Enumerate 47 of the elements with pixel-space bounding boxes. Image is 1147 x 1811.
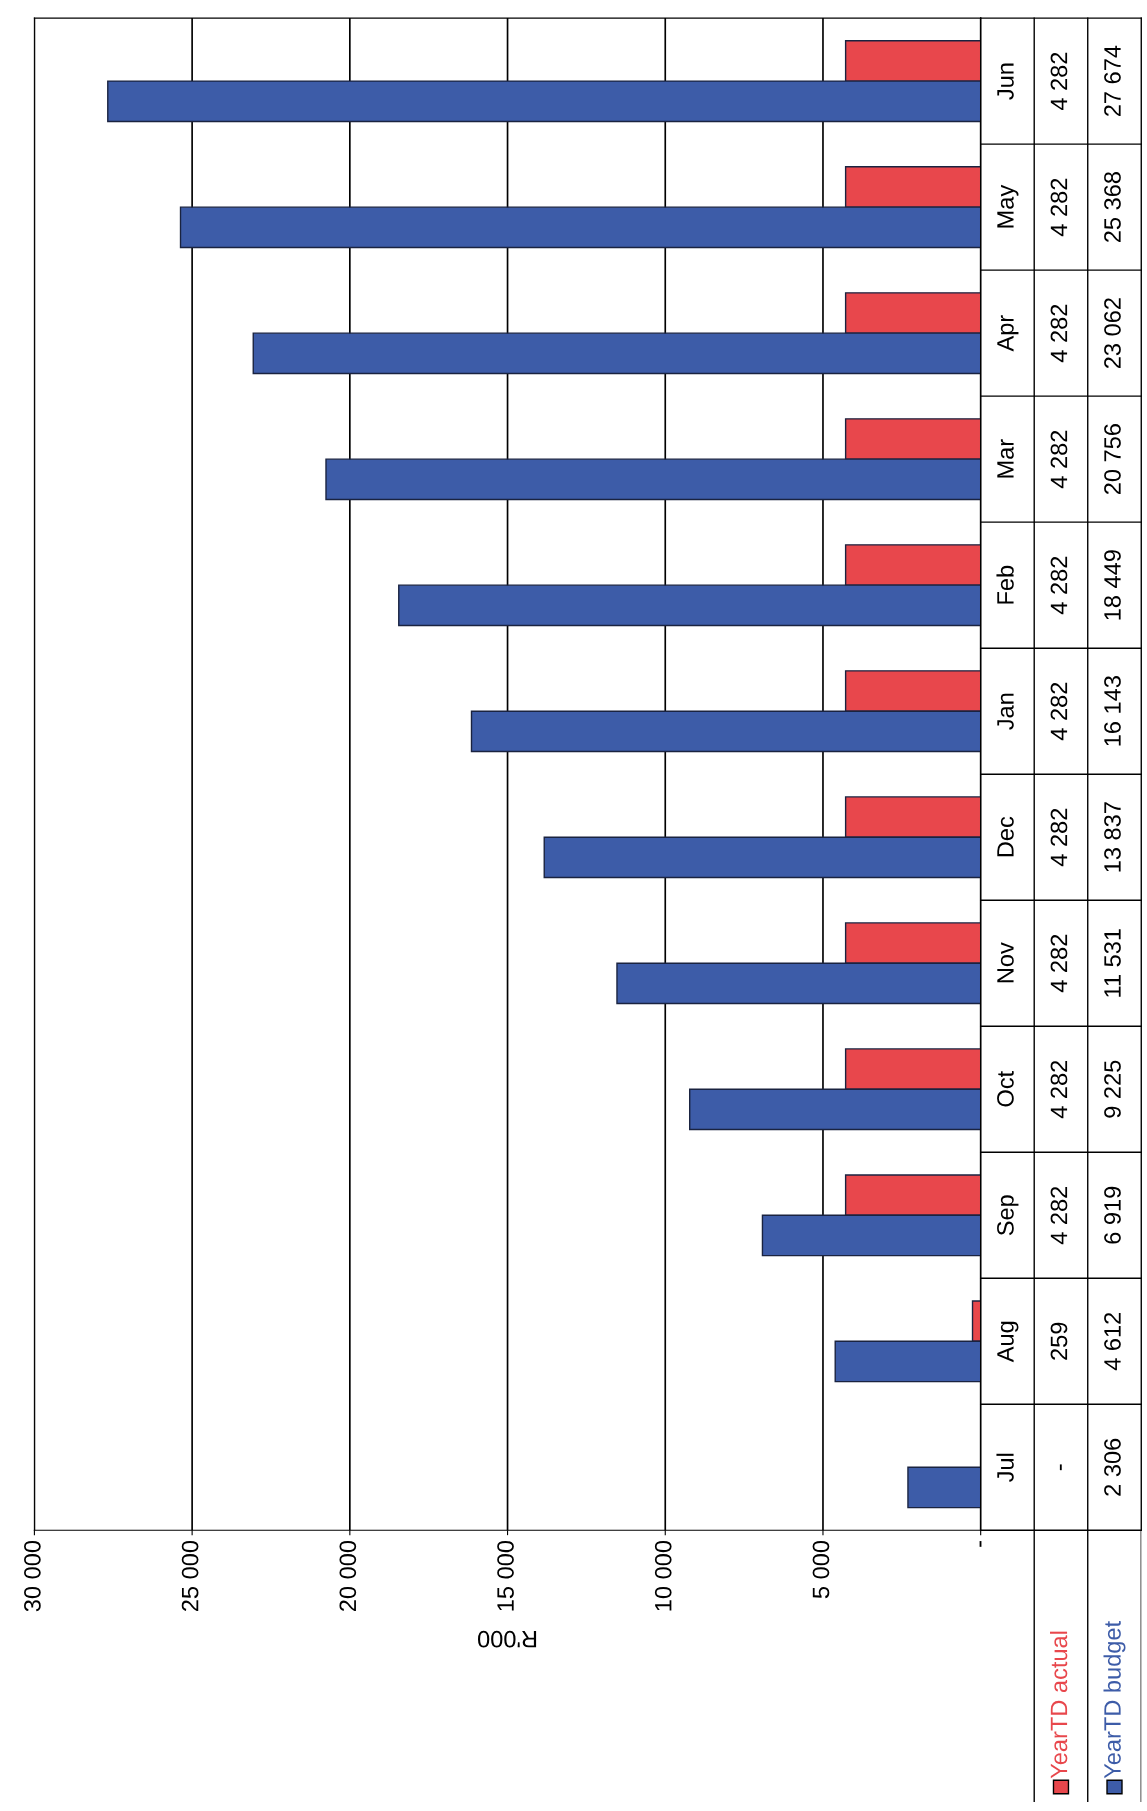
data-label: 4 282 <box>1050 808 1068 867</box>
data-label: 20 756 <box>1104 424 1121 495</box>
x-tick-label: 20 000 <box>339 1540 357 1612</box>
data-label: 27 674 <box>1104 45 1121 117</box>
x-tick-label: 10 000 <box>654 1540 672 1611</box>
bar <box>907 1466 981 1509</box>
data-label: 4 282 <box>1050 934 1068 993</box>
x-axis-title: R'000 <box>477 1630 537 1648</box>
y-tick-label: Dec <box>997 816 1014 857</box>
data-label: 2 306 <box>1104 1438 1121 1496</box>
x-tick-label: 30 000 <box>24 1540 41 1612</box>
text: YearTD actual <box>1049 1631 1068 1779</box>
data-label: 18 449 <box>1104 550 1121 620</box>
data-label: - <box>1059 1464 1062 1471</box>
y-tick-label: Apr <box>997 315 1019 352</box>
y-tick-label: May <box>997 184 1019 228</box>
data-label: 4 282 <box>1050 1186 1068 1245</box>
x-tick-label: 5 000 <box>812 1540 830 1599</box>
data-label: 4 282 <box>1050 304 1068 363</box>
data-label: 4 282 <box>1050 52 1068 111</box>
data-label: 4 612 <box>1104 1312 1121 1371</box>
data-label: 23 062 <box>1104 298 1121 369</box>
text: YearTD budget <box>1103 1621 1126 1779</box>
y-tick-label: Aug <box>997 1321 1019 1363</box>
data-label: 9 225 <box>1104 1060 1121 1118</box>
data-label: 6 919 <box>1104 1186 1121 1244</box>
data-label: 4 282 <box>1050 1060 1068 1119</box>
data-label: 4 282 <box>1050 178 1068 237</box>
data-label: 4 282 <box>1050 556 1068 615</box>
y-tick-label: Nov <box>997 942 1014 983</box>
data-label: 11 531 <box>1104 929 1121 997</box>
data-label: 4 282 <box>1050 430 1068 489</box>
y-tick-label: Jan <box>997 693 1014 730</box>
y-tick-label: Sep <box>997 1195 1019 1236</box>
y-tick-label: Jul <box>996 1453 1014 1483</box>
x-tick-label: 15 000 <box>497 1540 514 1611</box>
x-tick-label: 25 000 <box>181 1540 199 1612</box>
data-label: 16 143 <box>1104 676 1121 746</box>
data-label: 13 837 <box>1104 802 1121 872</box>
y-tick-label: Jun <box>997 63 1014 100</box>
x-tick-label: - <box>979 1541 982 1547</box>
data-label: 259 <box>1050 1322 1068 1360</box>
y-tick-label: Mar <box>997 439 1014 478</box>
y-tick-label: Feb <box>996 565 1014 604</box>
data-label: 25 368 <box>1104 172 1121 243</box>
data-label: 4 282 <box>1050 682 1068 741</box>
y-tick-label: Oct <box>997 1071 1014 1107</box>
